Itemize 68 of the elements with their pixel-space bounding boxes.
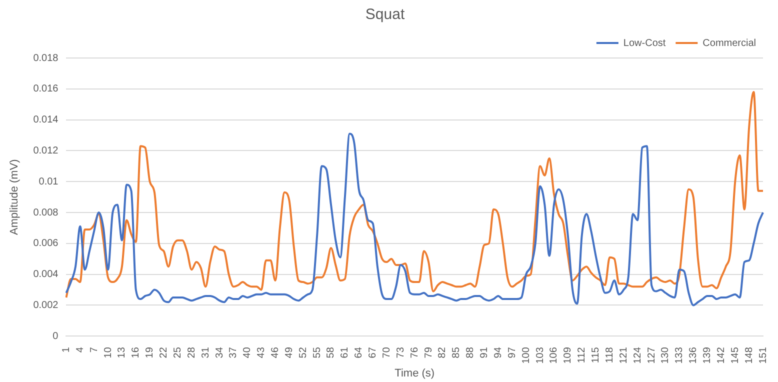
x-tick-label: 58 bbox=[326, 346, 337, 358]
x-tick-label: 52 bbox=[298, 346, 309, 358]
chart-title: Squat bbox=[365, 6, 406, 24]
x-tick-label: 28 bbox=[186, 346, 198, 358]
legend-label: Low-Cost bbox=[623, 38, 666, 49]
x-tick-label: 73 bbox=[395, 346, 406, 358]
y-tick-label: 0.008 bbox=[33, 207, 59, 218]
x-tick-label: 61 bbox=[340, 346, 351, 358]
x-tick-label: 67 bbox=[368, 346, 379, 358]
x-tick-label: 142 bbox=[716, 346, 727, 364]
x-tick-label: 37 bbox=[228, 346, 240, 358]
x-tick-label: 31 bbox=[200, 346, 212, 358]
x-tick-label: 85 bbox=[451, 346, 462, 358]
y-tick-label: 0.012 bbox=[33, 145, 59, 156]
x-tick-label: 106 bbox=[548, 346, 560, 364]
y-tick-label: 0.018 bbox=[33, 52, 59, 64]
x-tick-label: 91 bbox=[479, 346, 490, 358]
x-tick-label: 64 bbox=[354, 346, 365, 358]
x-tick-label: 16 bbox=[130, 346, 142, 358]
y-tick-label: 0.002 bbox=[33, 300, 59, 311]
x-tick-label: 124 bbox=[632, 346, 644, 364]
x-tick-label: 13 bbox=[116, 346, 128, 358]
x-tick-label: 4 bbox=[74, 346, 86, 353]
x-tick-label: 82 bbox=[437, 346, 448, 358]
x-tick-label: 1 bbox=[60, 346, 72, 353]
x-tick-label: 40 bbox=[242, 346, 254, 358]
line-series bbox=[65, 90, 764, 298]
y-tick-label: 0 bbox=[52, 330, 59, 342]
y-axis-title: Amplitude (mV) bbox=[8, 159, 21, 235]
x-tick-label: 145 bbox=[730, 346, 741, 364]
x-tick-label: 43 bbox=[256, 346, 268, 358]
x-tick-label: 79 bbox=[423, 346, 434, 358]
x-tick-label: 49 bbox=[284, 346, 295, 358]
y-tick-label: 0.004 bbox=[33, 269, 59, 280]
x-tick-label: 148 bbox=[744, 346, 755, 364]
x-tick-label: 55 bbox=[312, 346, 323, 358]
x-tick-label: 76 bbox=[409, 346, 420, 358]
x-axis-title: Time (s) bbox=[394, 367, 435, 380]
x-tick-label: 46 bbox=[270, 346, 282, 358]
x-tick-label: 19 bbox=[144, 346, 156, 358]
x-tick-label: 115 bbox=[590, 346, 602, 364]
x-tick-label: 139 bbox=[702, 346, 714, 364]
x-tick-label: 10 bbox=[102, 346, 114, 358]
y-tick-label: 0.016 bbox=[33, 84, 59, 95]
x-tick-label: 127 bbox=[646, 346, 658, 364]
x-tick-label: 133 bbox=[674, 346, 686, 364]
x-tick-label: 88 bbox=[465, 346, 476, 358]
x-tick-label: 130 bbox=[660, 346, 672, 364]
x-tick-label: 151 bbox=[758, 346, 769, 364]
x-tick-label: 136 bbox=[688, 346, 700, 364]
x-tick-label: 34 bbox=[214, 346, 226, 358]
x-tick-label: 103 bbox=[534, 346, 546, 364]
x-tick-label: 25 bbox=[172, 346, 184, 358]
x-tick-label: 121 bbox=[618, 346, 630, 364]
x-tick-label: 118 bbox=[604, 346, 616, 364]
x-tick-label: 94 bbox=[492, 346, 504, 358]
y-tick-label: 0.006 bbox=[33, 238, 59, 250]
line-series bbox=[65, 132, 764, 306]
x-tick-label: 112 bbox=[576, 346, 588, 364]
x-tick-label: 7 bbox=[88, 346, 100, 353]
x-tick-label: 70 bbox=[381, 346, 392, 358]
y-tick-label: 0.014 bbox=[33, 114, 59, 126]
y-tick-label: 0.01 bbox=[38, 176, 59, 188]
legend-label: Commercial bbox=[702, 38, 756, 49]
x-tick-label: 109 bbox=[562, 346, 574, 364]
x-tick-label: 22 bbox=[158, 346, 170, 358]
x-tick-label: 100 bbox=[520, 346, 532, 364]
x-tick-label: 97 bbox=[506, 346, 518, 358]
